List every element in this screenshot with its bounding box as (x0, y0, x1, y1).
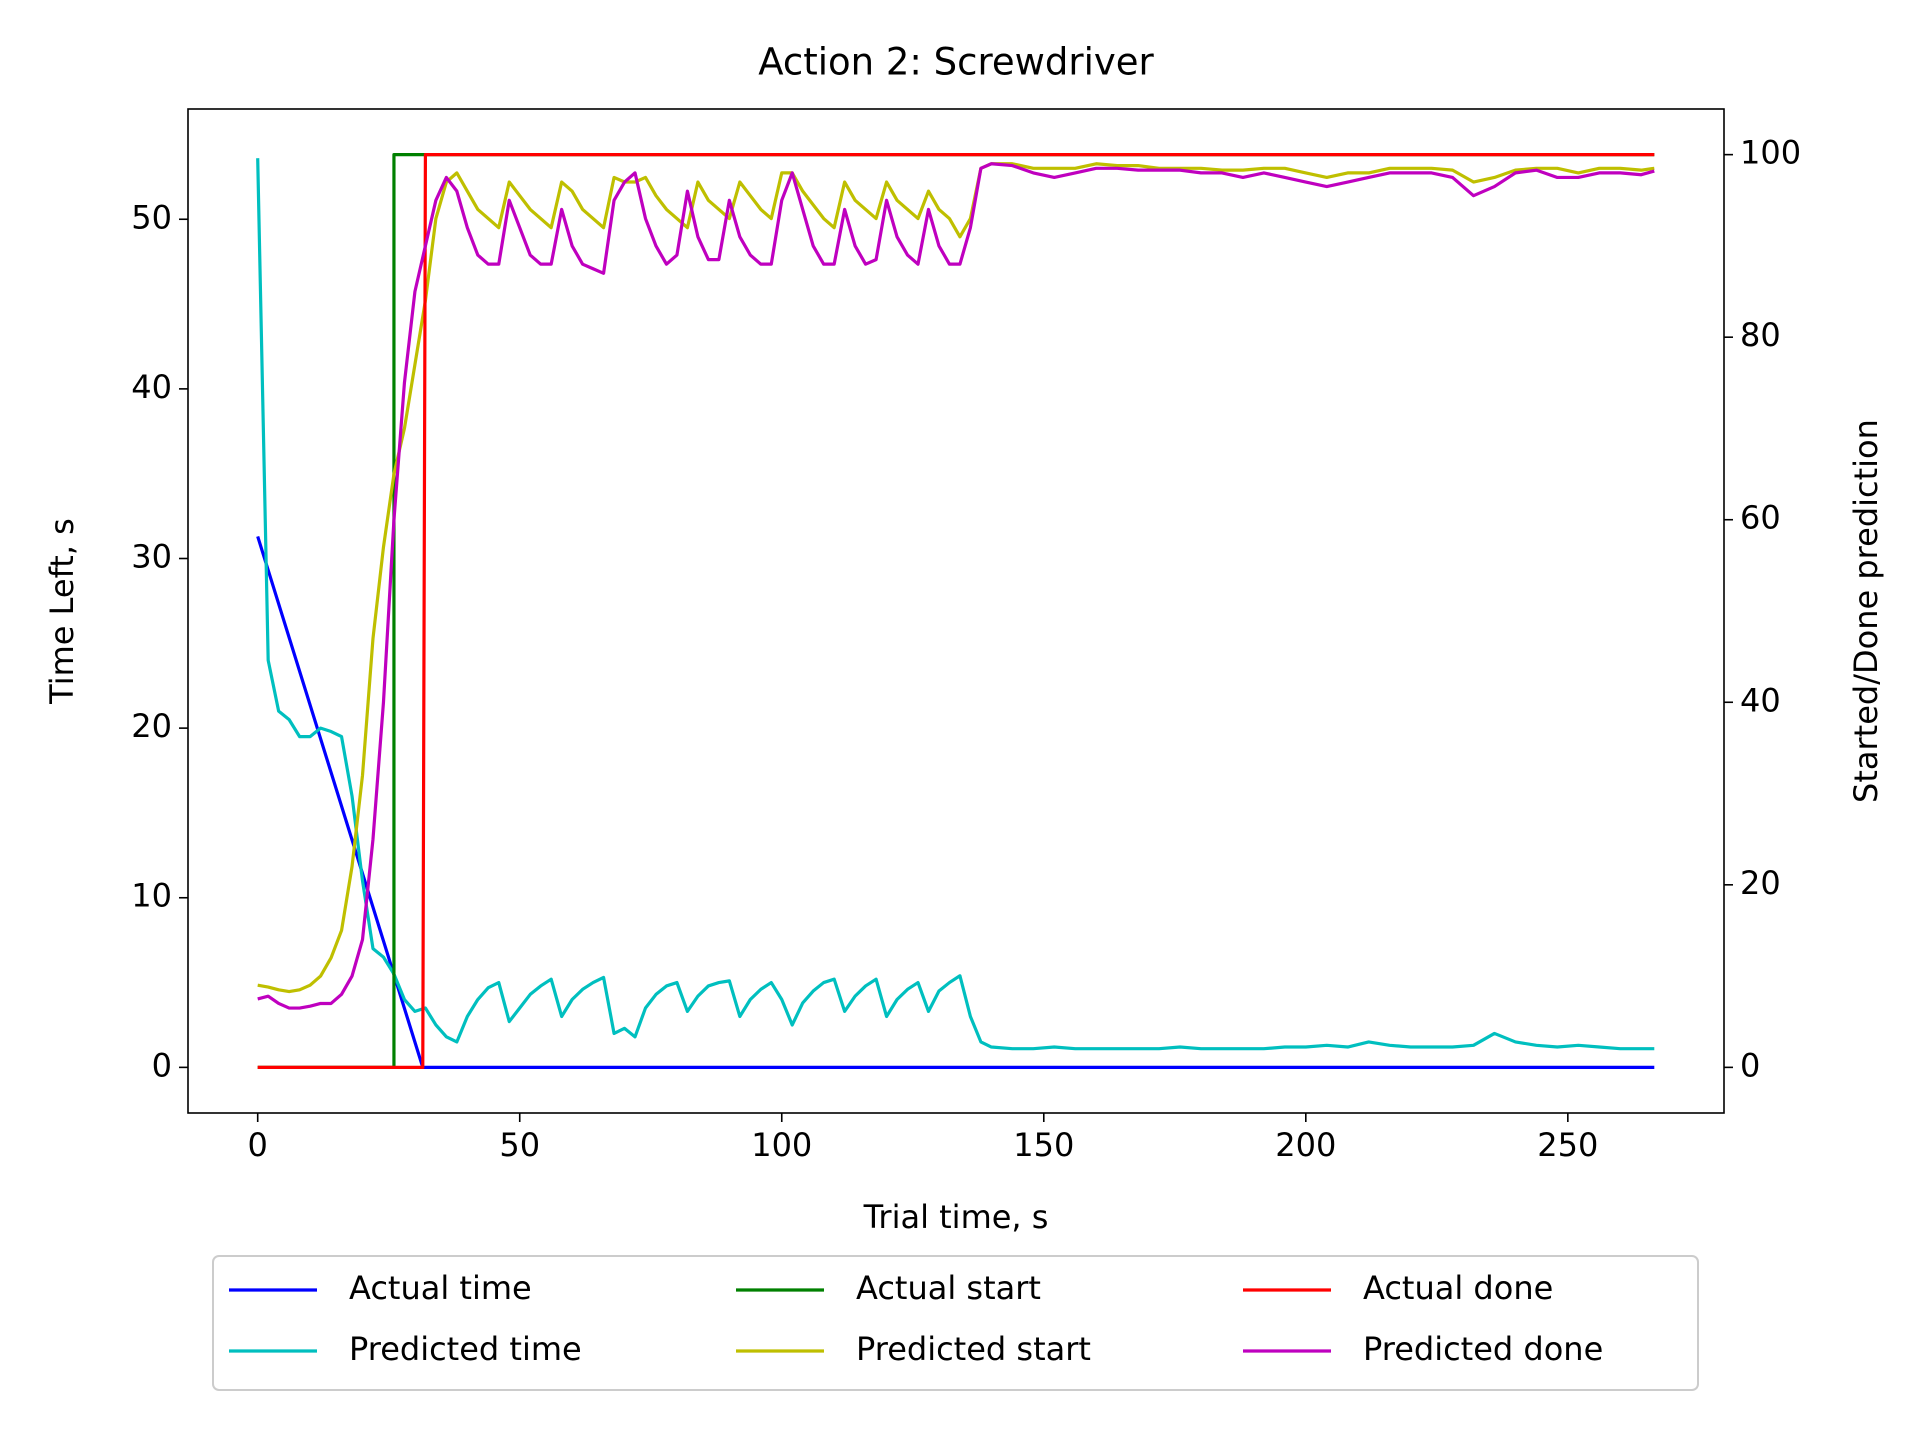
legend-label: Actual done (1363, 1269, 1553, 1307)
y2-tick-label: 100 (1740, 134, 1801, 172)
y2-tick-label: 80 (1740, 316, 1781, 354)
data-line (257, 162, 1655, 1010)
x-axis-label: Trial time, s (863, 1198, 1049, 1236)
y2-axis-label: Started/Done prediction (1847, 419, 1885, 803)
x-tick-label: 250 (1537, 1126, 1598, 1164)
y-tick-label: 10 (131, 877, 172, 915)
legend-label: Predicted start (856, 1330, 1091, 1368)
y2-tick-label: 60 (1740, 499, 1781, 537)
legend-label: Predicted time (349, 1330, 582, 1368)
y-tick-label: 20 (131, 707, 172, 745)
legend-label: Actual time (349, 1269, 532, 1307)
chart-title: Action 2: Screwdriver (758, 41, 1154, 84)
plot-frame (187, 108, 1725, 1114)
x-tick-label: 50 (499, 1126, 540, 1164)
x-tick-label: 200 (1275, 1126, 1336, 1164)
y-axis-label: Time Left, s (43, 518, 81, 705)
y-tick-label: 40 (131, 368, 172, 406)
legend-label: Actual start (856, 1269, 1041, 1307)
data-line (256, 158, 1655, 1051)
data-line (257, 153, 1655, 1069)
x-tick-label: 100 (751, 1126, 812, 1164)
x-tick-label: 0 (248, 1126, 268, 1164)
legend-label: Predicted done (1363, 1330, 1603, 1368)
y2-tick-label: 20 (1740, 864, 1781, 902)
y-tick-label: 50 (131, 198, 172, 236)
y2-tick-label: 0 (1740, 1046, 1760, 1084)
y-tick-label: 30 (131, 538, 172, 576)
y2-tick-label: 40 (1740, 681, 1781, 719)
y-tick-label: 0 (152, 1046, 172, 1084)
x-tick-label: 150 (1013, 1126, 1074, 1164)
